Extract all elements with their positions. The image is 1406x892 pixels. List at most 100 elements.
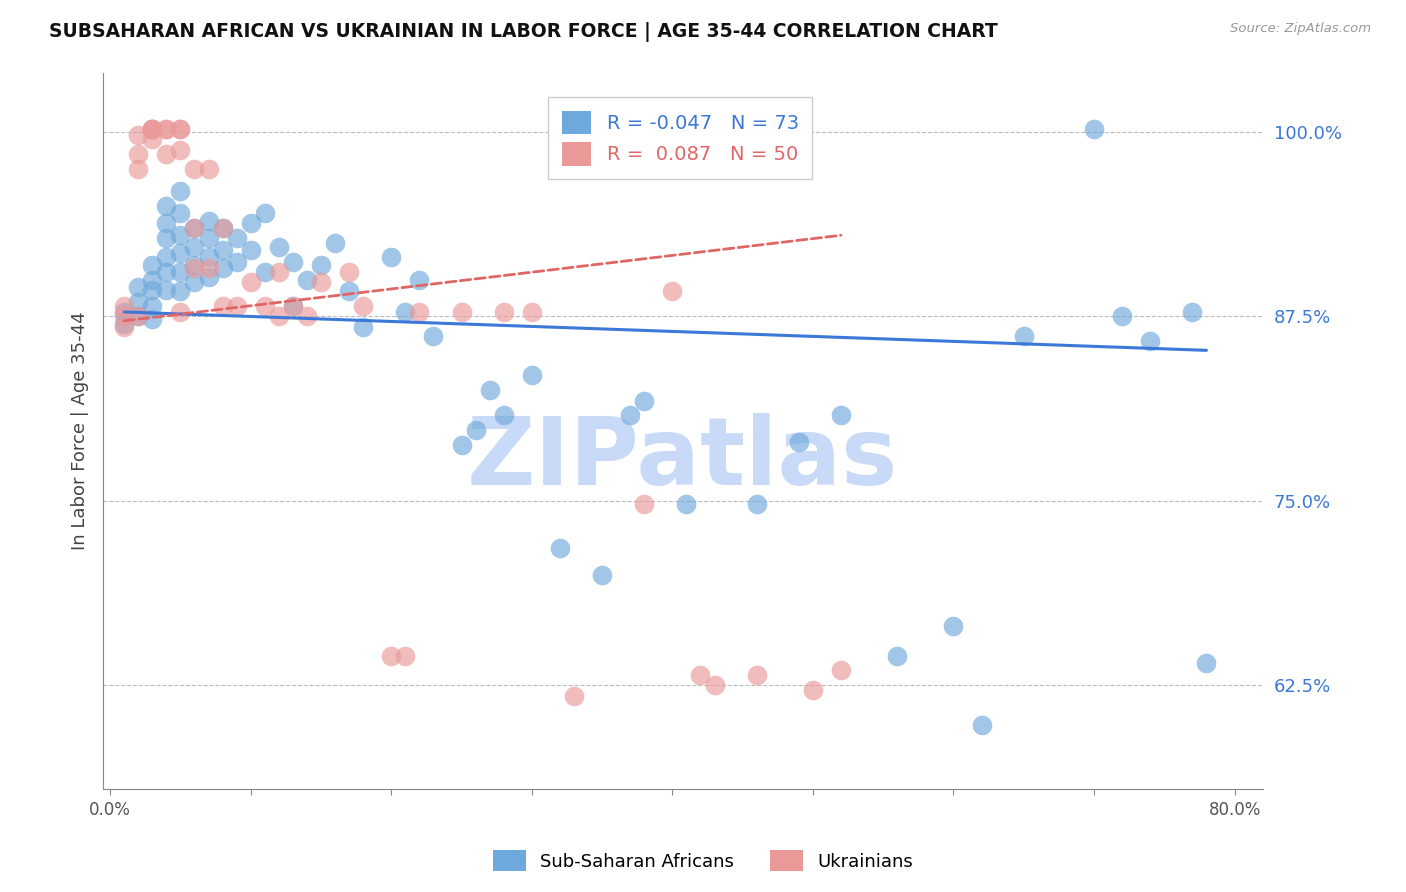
Point — [169, 285, 191, 299]
Point — [380, 648, 402, 663]
Point — [169, 184, 191, 198]
Point — [127, 161, 149, 176]
Point — [197, 269, 219, 284]
Point — [169, 122, 191, 136]
Point — [450, 438, 472, 452]
Text: SUBSAHARAN AFRICAN VS UKRAINIAN IN LABOR FORCE | AGE 35-44 CORRELATION CHART: SUBSAHARAN AFRICAN VS UKRAINIAN IN LABOR… — [49, 22, 998, 42]
Point — [197, 251, 219, 265]
Point — [970, 718, 993, 732]
Point — [155, 122, 177, 136]
Point — [141, 132, 163, 146]
Point — [478, 383, 501, 397]
Point — [211, 243, 233, 257]
Point — [183, 260, 205, 275]
Point — [183, 258, 205, 272]
Point — [239, 276, 262, 290]
Point — [689, 668, 711, 682]
Point — [112, 317, 135, 331]
Point — [127, 128, 149, 142]
Point — [127, 294, 149, 309]
Point — [281, 255, 304, 269]
Point — [394, 305, 416, 319]
Point — [197, 231, 219, 245]
Legend: R = -0.047   N = 73, R =  0.087   N = 50: R = -0.047 N = 73, R = 0.087 N = 50 — [548, 97, 813, 179]
Text: ZIPatlas: ZIPatlas — [467, 413, 898, 506]
Point — [309, 258, 332, 272]
Point — [155, 251, 177, 265]
Point — [591, 567, 613, 582]
Point — [562, 689, 585, 703]
Point — [830, 409, 852, 423]
Point — [281, 299, 304, 313]
Point — [830, 664, 852, 678]
Y-axis label: In Labor Force | Age 35-44: In Labor Force | Age 35-44 — [72, 311, 89, 550]
Point — [127, 280, 149, 294]
Point — [675, 497, 697, 511]
Point — [112, 310, 135, 324]
Point — [155, 147, 177, 161]
Point — [183, 220, 205, 235]
Point — [520, 305, 543, 319]
Point — [1012, 328, 1035, 343]
Point — [169, 305, 191, 319]
Point — [112, 305, 135, 319]
Point — [127, 310, 149, 324]
Point — [141, 122, 163, 136]
Point — [112, 299, 135, 313]
Point — [745, 497, 768, 511]
Point — [281, 299, 304, 313]
Point — [239, 217, 262, 231]
Point — [127, 310, 149, 324]
Point — [703, 678, 725, 692]
Point — [1111, 310, 1133, 324]
Point — [942, 619, 965, 633]
Point — [197, 260, 219, 275]
Point — [633, 497, 655, 511]
Point — [169, 246, 191, 260]
Point — [464, 423, 486, 437]
Point — [169, 228, 191, 243]
Point — [211, 220, 233, 235]
Point — [492, 305, 515, 319]
Point — [155, 231, 177, 245]
Point — [141, 258, 163, 272]
Point — [169, 143, 191, 157]
Point — [352, 319, 374, 334]
Point — [253, 265, 276, 279]
Point — [408, 305, 430, 319]
Point — [169, 206, 191, 220]
Point — [141, 283, 163, 297]
Point — [337, 285, 360, 299]
Point — [1181, 305, 1204, 319]
Point — [323, 235, 346, 250]
Point — [155, 265, 177, 279]
Point — [745, 668, 768, 682]
Point — [225, 299, 247, 313]
Point — [141, 272, 163, 286]
Point — [141, 122, 163, 136]
Point — [787, 434, 810, 449]
Point — [1195, 656, 1218, 670]
Point — [267, 240, 290, 254]
Point — [141, 122, 163, 136]
Point — [1083, 122, 1105, 136]
Point — [394, 648, 416, 663]
Point — [253, 206, 276, 220]
Point — [352, 299, 374, 313]
Point — [197, 161, 219, 176]
Point — [380, 251, 402, 265]
Point — [183, 220, 205, 235]
Point — [197, 213, 219, 227]
Point — [155, 122, 177, 136]
Point — [211, 220, 233, 235]
Point — [183, 276, 205, 290]
Point — [548, 541, 571, 555]
Text: Source: ZipAtlas.com: Source: ZipAtlas.com — [1230, 22, 1371, 36]
Point — [141, 312, 163, 326]
Point — [422, 328, 444, 343]
Point — [127, 147, 149, 161]
Point — [211, 299, 233, 313]
Point — [183, 240, 205, 254]
Point — [520, 368, 543, 383]
Point — [169, 122, 191, 136]
